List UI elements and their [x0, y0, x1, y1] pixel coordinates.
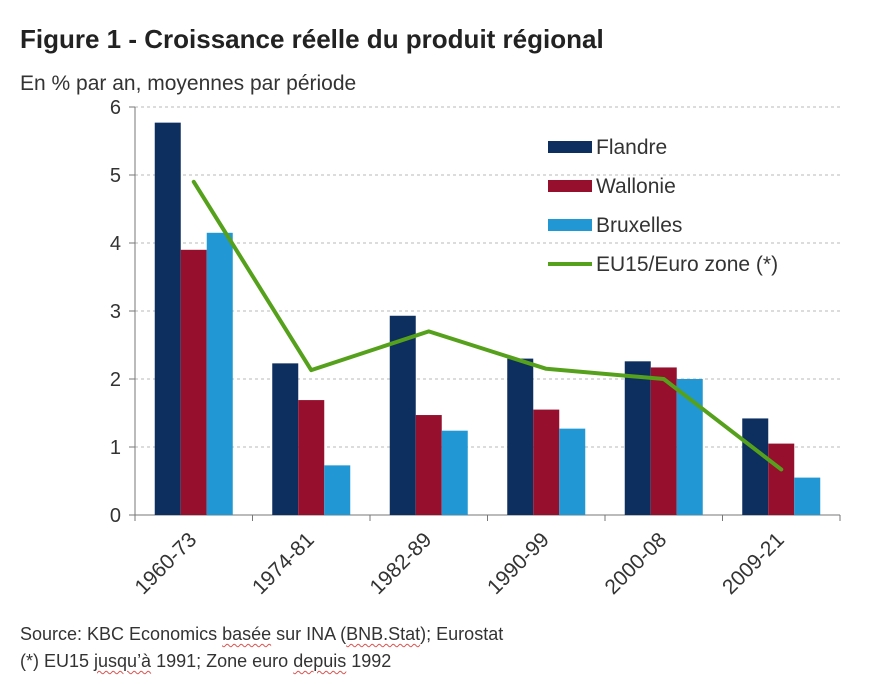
bar-bruxelles-2000-08 — [676, 379, 703, 515]
source-text-1: Source: KBC Economics — [20, 624, 223, 644]
footnote: (*) EU15 jusqu’à 1991; Zone euro depuis … — [20, 651, 391, 672]
legend-label: Bruxelles — [596, 214, 682, 237]
x-tick-label: 1974-81 — [248, 528, 319, 599]
line-eu15-euro-zone — [191, 179, 784, 472]
x-tick-label: 1990-99 — [483, 528, 554, 599]
x-tick-label: 2000-08 — [601, 528, 672, 599]
chart-subtitle: En % par an, moyennes par période — [20, 72, 357, 95]
source-text-5: ); Eurostat — [420, 624, 504, 644]
y-tick-label: 0 — [110, 505, 121, 527]
grid-lines — [135, 106, 840, 448]
legend: Flandre Wallonie Bruxelles EU15/Euro zone (… — [548, 136, 778, 276]
bar-flandre-1960-73 — [154, 122, 181, 515]
bar-bruxelles-2009-21 — [794, 477, 821, 515]
source-text-2: basée — [222, 624, 272, 644]
bar-flandre-2009-21 — [742, 418, 769, 515]
bar-bruxelles-1960-73 — [206, 232, 233, 516]
bars — [154, 122, 821, 516]
footnote-text-5: 1992 — [346, 651, 392, 671]
legend-swatch — [548, 219, 592, 231]
legend-swatch — [548, 141, 592, 153]
source-text-4: BNB.Stat — [346, 624, 421, 644]
legend-label: Wallonie — [596, 175, 676, 198]
y-tick-label: 3 — [110, 301, 121, 323]
x-tick-labels: 1960-73 1974-81 1982-89 1990-99 2000-08 2009-… — [131, 528, 789, 599]
bar-bruxelles-1974-81 — [324, 465, 351, 515]
bar-bruxelles-1990-99 — [559, 428, 586, 515]
bar-wallonie-1960-73 — [180, 249, 207, 516]
footnote-text-4: depuis — [293, 651, 347, 671]
y-tick-label: 6 — [110, 97, 121, 119]
footnote-text-1: (*) EU15 — [20, 651, 95, 671]
bar-flandre-1982-89 — [389, 315, 416, 515]
bar-flandre-2000-08 — [624, 361, 651, 515]
source-text-3: sur INA ( — [271, 624, 347, 644]
y-tick-label: 1 — [110, 437, 121, 459]
y-tick-label: 5 — [110, 165, 121, 187]
bar-flandre-1990-99 — [507, 358, 534, 515]
axes — [129, 106, 841, 521]
legend-swatch — [548, 180, 592, 192]
x-tick-label: 2009-21 — [718, 528, 789, 599]
chart-title: Figure 1 - Croissance réelle du produit … — [20, 24, 604, 54]
bar-flandre-1974-81 — [272, 363, 299, 515]
y-tick-labels: 0 1 2 3 4 5 6 — [110, 97, 121, 527]
bar-bruxelles-1982-89 — [441, 430, 468, 515]
x-tick-label: 1982-89 — [366, 528, 437, 599]
bar-wallonie-2009-21 — [768, 443, 795, 515]
y-tick-label: 4 — [110, 233, 121, 255]
bar-wallonie-1990-99 — [533, 409, 560, 515]
bar-wallonie-2000-08 — [650, 367, 677, 515]
bar-wallonie-1982-89 — [415, 415, 442, 515]
legend-label: EU15/Euro zone (*) — [596, 253, 778, 276]
bar-wallonie-1974-81 — [298, 400, 325, 515]
y-tick-label: 2 — [110, 369, 121, 391]
legend-label: Flandre — [596, 136, 667, 159]
x-tick-label: 1960-73 — [131, 528, 202, 599]
eu-line-series — [191, 179, 784, 472]
source-note: Source: KBC Economics basée sur INA (BNB… — [20, 624, 503, 645]
footnote-text-3: 1991; Zone euro — [151, 651, 294, 671]
footnote-text-2: jusqu’à — [94, 651, 152, 671]
